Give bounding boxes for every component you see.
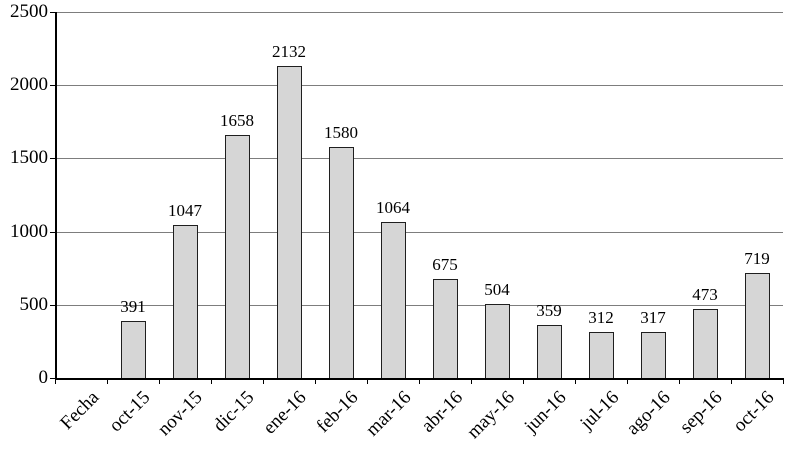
bar-value-label: 1047 [168,200,202,220]
x-tick-label: ago-16 [622,387,675,440]
bar-value-label: 504 [484,280,510,300]
bar-value-label: 317 [640,307,666,327]
y-tick-label: 500 [19,293,49,315]
y-tick-label: 1000 [10,220,48,242]
x-tick-label: abr-16 [417,387,467,437]
y-axis-tick [50,158,55,160]
x-tick-label: feb-16 [312,387,363,437]
bar [484,304,510,378]
y-axis-tick [50,304,55,306]
bar-value-label: 675 [432,255,458,275]
bar [172,224,198,378]
x-axis-tick [211,378,212,384]
y-tick-label: 2500 [10,1,48,22]
x-axis-tick [367,378,368,384]
gridline [55,158,783,160]
x-axis-tick [471,378,472,384]
x-axis-tick [627,378,628,384]
x-axis-tick [419,378,420,384]
y-axis-tick [50,12,55,13]
y-axis-tick [50,378,55,379]
bar [744,272,770,378]
x-tick-label: oct-15 [105,387,155,437]
x-tick-label: jul-16 [575,387,623,434]
bar [588,332,614,378]
gridline [55,231,783,233]
x-axis-tick [263,378,264,384]
bar [276,65,302,378]
bar [120,320,146,378]
bar-value-label: 473 [692,284,718,304]
x-axis-line [55,378,783,380]
x-axis-tick [107,378,108,384]
bar-value-label: 391 [120,296,146,316]
bar [328,146,354,378]
bar [432,279,458,378]
bar-value-label: 1658 [220,111,254,131]
gridline [55,304,783,306]
x-axis-tick [575,378,576,384]
x-axis-tick [783,378,784,384]
bar [224,135,250,378]
bar-value-label: 1064 [376,198,410,218]
bar [692,308,718,378]
y-tick-label: 2000 [10,74,48,96]
bar-value-label: 1580 [324,122,358,142]
y-tick-label: 1500 [10,147,48,169]
x-tick-label: ene-16 [259,387,311,439]
x-axis-tick [731,378,732,384]
y-axis-line [55,12,57,378]
x-axis-tick [159,378,160,384]
x-tick-label: dic-15 [209,387,259,437]
gridline [55,12,783,13]
x-axis-tick [55,378,56,384]
y-axis-tick [50,231,55,233]
bar [380,222,406,378]
gridline [55,85,783,87]
bar-value-label: 312 [588,308,614,328]
x-tick-label: oct-16 [729,387,779,437]
bar-value-label: 719 [744,248,770,268]
x-axis-tick [523,378,524,384]
x-axis-tick [315,378,316,384]
bar [536,325,562,378]
bar [640,331,666,378]
x-tick-label: nov-15 [153,387,207,440]
x-axis-tick [679,378,680,384]
bar-value-label: 2132 [272,41,306,61]
y-tick-label: 0 [38,367,49,388]
x-tick-label: Fecha [55,387,103,434]
x-tick-label: may-16 [462,387,519,443]
y-axis-tick [50,85,55,87]
x-tick-label: jun-16 [520,387,571,437]
bar-value-label: 359 [536,301,562,321]
x-tick-label: sep-16 [676,387,727,438]
x-tick-label: mar-16 [361,387,415,441]
